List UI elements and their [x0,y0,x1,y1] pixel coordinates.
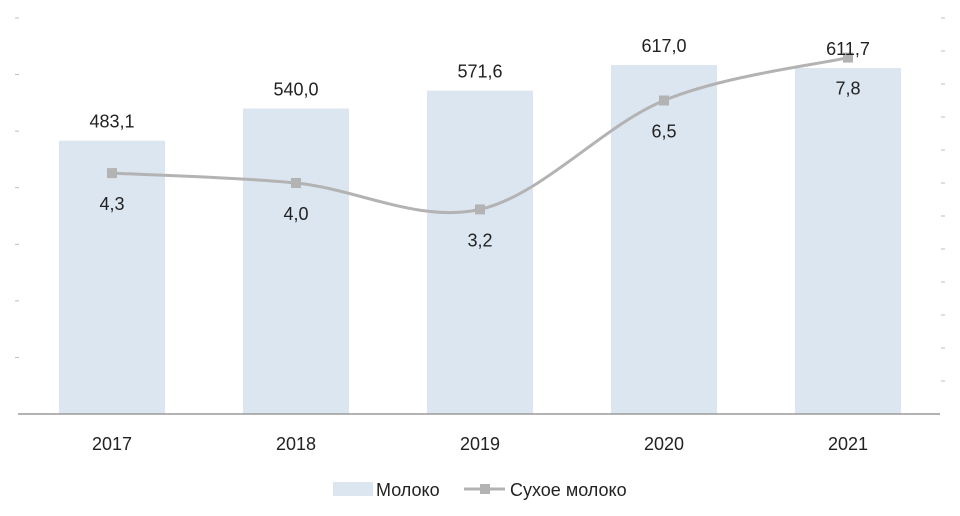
bar-label-2021: 611,7 [826,39,870,59]
line-label-2018: 4,0 [283,204,308,224]
line-marker-2017 [107,168,117,179]
legend-marker-dry-milk [480,484,490,494]
line-data-labels: 4,3 4,0 3,2 6,5 7,8 [99,79,860,251]
x-axis-tick-labels: 2017 2018 2019 2020 2021 [92,434,868,454]
x-tick-2017: 2017 [92,434,132,454]
x-tick-2020: 2020 [644,434,684,454]
bar-label-2018: 540,0 [273,80,318,100]
line-label-2017: 4,3 [99,194,124,214]
bar-label-2019: 571,6 [457,62,502,82]
left-axis-ticks [15,17,19,358]
bar-2020 [611,64,717,414]
bar-2019 [427,90,533,415]
x-tick-2019: 2019 [460,434,500,454]
legend: Молоко Сухое молоко [333,480,627,500]
line-label-2019: 3,2 [467,230,492,250]
bar-series-milk [59,64,901,415]
line-label-2021: 7,8 [835,79,860,99]
right-axis-ticks [941,17,945,382]
bar-label-2017: 483,1 [89,112,134,132]
legend-swatch-milk [333,482,373,496]
line-marker-2019 [475,204,485,215]
bar-data-labels: 483,1 540,0 571,6 617,0 611,7 [89,36,869,132]
line-marker-2018 [291,178,301,188]
bar-label-2020: 617,0 [641,36,686,56]
legend-label-dry-milk: Сухое молоко [510,480,627,500]
x-tick-2018: 2018 [276,434,316,454]
line-marker-2020 [659,95,669,106]
legend-label-milk: Молоко [376,480,440,500]
line-label-2020: 6,5 [651,122,676,142]
x-tick-2021: 2021 [828,434,868,454]
bar-2017 [59,140,165,414]
bar-2021 [795,67,901,414]
bar-2018 [243,108,349,414]
line-series-dry-milk [107,52,853,215]
line-marker-2021 [843,52,853,63]
